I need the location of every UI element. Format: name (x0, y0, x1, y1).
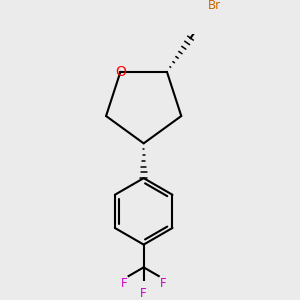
Text: F: F (160, 277, 166, 290)
Text: O: O (115, 65, 126, 79)
Text: F: F (140, 287, 147, 300)
Text: Br: Br (208, 0, 221, 12)
Text: F: F (121, 277, 127, 290)
